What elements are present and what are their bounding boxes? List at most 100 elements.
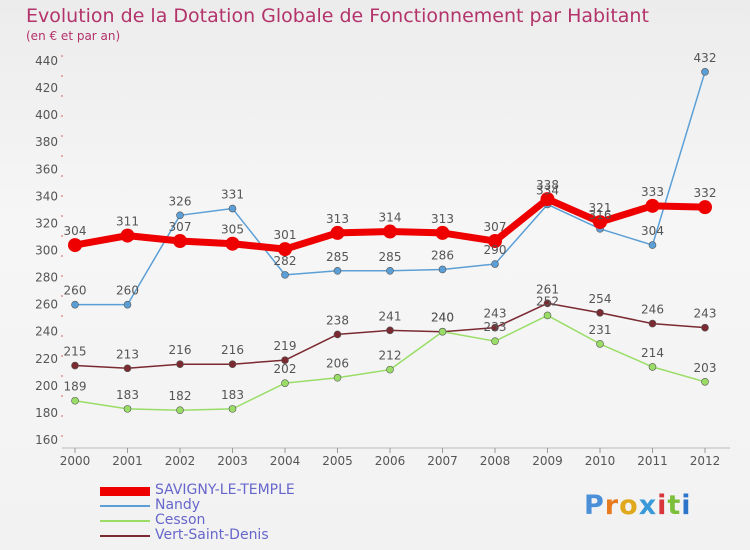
data-point <box>281 379 289 387</box>
data-point <box>648 363 657 371</box>
chart-axes: 160 180 200 220 240 260 280 300 320 340 360 380 400 4… <box>35 54 730 468</box>
data-point <box>543 311 552 320</box>
data-point <box>123 300 132 309</box>
data-point <box>281 271 289 279</box>
x-tick-label: 2008 <box>480 454 511 468</box>
data-label: 215 <box>64 345 87 359</box>
data-label: 214 <box>641 346 664 360</box>
x-tick-label: 2012 <box>690 454 721 468</box>
data-label: 321 <box>589 201 612 215</box>
data-label: 432 <box>694 51 717 65</box>
data-label: 285 <box>326 250 349 264</box>
data-point <box>176 360 184 369</box>
data-label: 206 <box>326 357 349 371</box>
data-point <box>491 323 499 332</box>
data-label: 314 <box>379 211 402 225</box>
data-label: 183 <box>116 388 139 402</box>
data-label: 313 <box>431 212 454 226</box>
data-label: 252 <box>536 294 559 308</box>
data-label: 241 <box>379 309 402 323</box>
data-point <box>488 234 502 249</box>
data-label: 216 <box>221 343 244 357</box>
data-label: 290 <box>484 243 507 257</box>
x-tick-label: 2004 <box>270 454 301 468</box>
data-label: 311 <box>116 215 139 229</box>
y-tick-label: 320 <box>35 216 58 230</box>
data-point <box>228 360 237 369</box>
data-label: 326 <box>169 194 192 208</box>
data-label: 246 <box>641 303 664 317</box>
data-label: 301 <box>274 228 297 242</box>
data-point <box>228 204 237 213</box>
chart-subtitle: (en € et par an) <box>26 29 121 43</box>
data-label: 260 <box>64 284 87 298</box>
y-tick-label: 200 <box>35 379 58 393</box>
data-point <box>386 365 394 374</box>
data-point <box>173 234 187 249</box>
x-tick-label: 2007 <box>427 454 458 468</box>
data-label: 189 <box>64 380 87 394</box>
data-label: 233 <box>484 320 507 334</box>
logo-letter: r <box>604 490 620 521</box>
data-point <box>593 215 607 230</box>
data-label: 304 <box>64 224 87 238</box>
x-tick-label: 2011 <box>637 454 668 468</box>
data-label: 213 <box>116 347 139 361</box>
data-point <box>701 377 709 386</box>
chart-title: Evolution de la Dotation Globale de Fonc… <box>26 5 649 27</box>
data-point <box>438 265 447 274</box>
data-point <box>281 356 289 364</box>
data-label: 286 <box>431 248 454 262</box>
data-label: 282 <box>274 254 297 268</box>
x-tick-label: 2000 <box>60 454 91 468</box>
logo-letter: o <box>619 490 639 521</box>
data-point <box>228 405 237 413</box>
data-point <box>176 406 184 415</box>
logo-letter: t <box>667 490 682 521</box>
data-point <box>71 361 79 370</box>
y-tick-label: 380 <box>35 135 58 149</box>
data-label: 285 <box>379 250 402 264</box>
legend-swatch <box>100 535 150 537</box>
logo-letter: x <box>638 490 658 521</box>
y-tick-label: 160 <box>35 433 58 447</box>
data-point <box>596 308 604 317</box>
x-tick-label: 2001 <box>112 454 143 468</box>
legend-swatch <box>100 520 150 522</box>
data-label: 305 <box>221 223 244 237</box>
x-tick-label: 2009 <box>532 454 563 468</box>
data-label: 243 <box>484 307 507 321</box>
data-point <box>71 300 79 309</box>
data-label: 333 <box>641 185 664 199</box>
x-tick-label: 2002 <box>165 454 196 468</box>
data-point <box>383 224 397 239</box>
proxiti-logo: Proxiti <box>584 490 692 521</box>
y-tick-label: 220 <box>35 352 58 366</box>
data-label: 238 <box>326 313 349 327</box>
data-point <box>491 337 499 345</box>
data-point <box>435 225 450 240</box>
legend-label: SAVIGNY-LE-TEMPLE <box>155 482 295 498</box>
legend-label: Cesson <box>155 512 206 528</box>
logo-letter: P <box>584 490 605 521</box>
data-point <box>278 242 292 257</box>
data-label: 243 <box>694 307 717 321</box>
data-label: 307 <box>484 220 507 234</box>
data-label: 240 <box>431 311 454 325</box>
y-tick-label: 300 <box>35 244 58 258</box>
data-point <box>176 211 184 220</box>
line-chart: 160 180 200 220 240 260 280 300 320 340 360 380 400 4… <box>35 51 730 468</box>
data-label: 254 <box>589 292 612 306</box>
x-tick-label: 2006 <box>375 454 406 468</box>
data-label: 334 <box>536 183 559 197</box>
data-point <box>648 241 657 249</box>
y-tick-label: 360 <box>35 162 58 176</box>
data-label: 331 <box>221 188 244 202</box>
data-label: 203 <box>694 361 717 375</box>
data-label: 307 <box>169 220 192 234</box>
data-label: 304 <box>641 224 664 238</box>
data-point <box>123 364 132 373</box>
y-tick-label: 240 <box>35 325 58 339</box>
y-tick-label: 400 <box>35 108 58 122</box>
data-point <box>438 327 447 336</box>
